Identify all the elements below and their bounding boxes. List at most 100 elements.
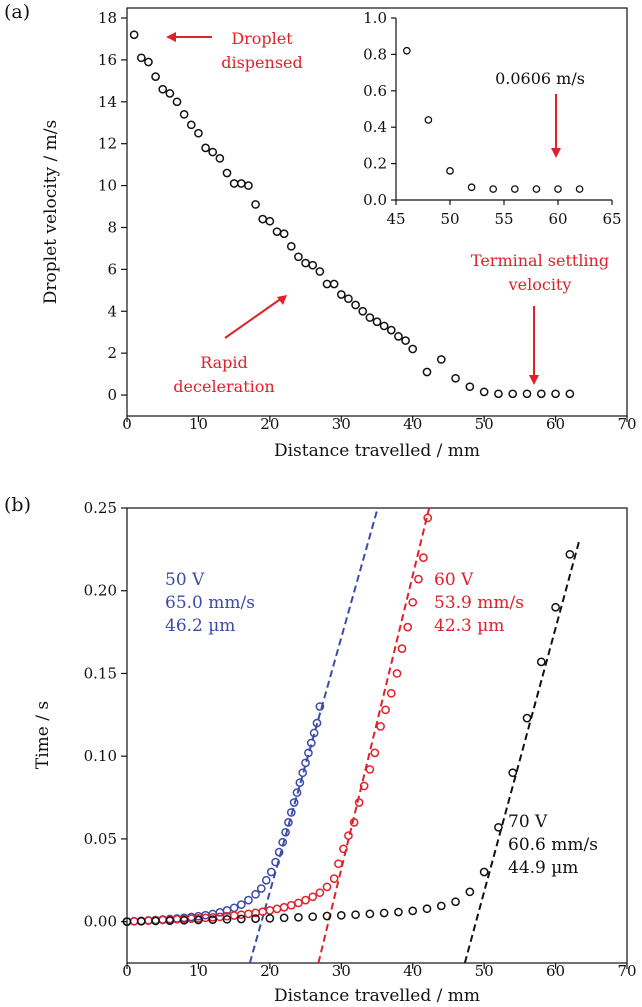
data-point: [272, 227, 282, 237]
data-point-series-2: [451, 897, 460, 907]
data-point-series-0: [261, 875, 271, 885]
panel-a-y-axis-label: Droplet velocity / m/s: [41, 120, 61, 304]
data-point-series-1: [286, 900, 296, 910]
data-point: [208, 147, 218, 157]
panel-b-label: (b): [4, 494, 31, 516]
data-point: [479, 387, 489, 397]
data-point-series-2: [479, 867, 489, 877]
data-point-series-2: [422, 904, 432, 914]
data-point-series-2: [408, 906, 418, 916]
data-point: [365, 313, 375, 322]
data-point: [229, 179, 239, 188]
inset-x-tick-label: 65: [602, 210, 621, 228]
data-point-series-2: [222, 914, 232, 924]
legend-50v: 50 V 65.0 mm/s 46.2 µm: [165, 570, 255, 636]
arrow-terminal-head: [529, 375, 539, 385]
data-point-series-1: [419, 553, 428, 562]
panel-b: (b) 0 10 20 30 40 50 60 70 0.00 0.05 0.10 0.15 0.20…: [4, 494, 637, 1006]
data-point-series-2: [165, 916, 175, 925]
data-point-series-1: [329, 874, 339, 883]
annotation-rapid-deceleration: Rapid deceleration: [173, 295, 287, 396]
data-point: [401, 336, 410, 345]
data-point: [315, 267, 325, 276]
data-point-series-1: [354, 798, 364, 807]
legend-70v-voltage: 70 V: [508, 812, 548, 832]
inset-y-tick-label: 0.2: [363, 155, 387, 173]
panel-b-x-ticks: 0 10 20 30 40 50 60 70: [122, 962, 636, 980]
data-point-series-0: [309, 728, 319, 738]
data-point-series-1: [279, 902, 289, 912]
x-tick-label: 60: [546, 415, 565, 433]
annotation-deceleration-line1: Rapid: [200, 353, 248, 372]
annotation-dispensed-line1: Droplet: [231, 29, 293, 48]
x-tick-label: 70: [617, 962, 636, 980]
data-point-series-1: [359, 781, 369, 791]
panel-b-fit-lines: [248, 507, 581, 964]
data-point: [436, 355, 446, 364]
data-point: [286, 241, 296, 251]
x-tick-label: 50: [475, 962, 494, 980]
inset-y-ticks: 0.0 0.2 0.4 0.6 0.8 1.0: [363, 9, 396, 209]
inset-x-tick-label: 60: [548, 210, 567, 228]
data-point-series-2: [151, 916, 160, 926]
data-point: [215, 153, 225, 163]
y-tick-label: 14: [98, 93, 117, 111]
data-point-series-2: [379, 908, 389, 918]
data-point: [158, 84, 168, 94]
data-point: [258, 214, 268, 224]
data-point-series-2: [208, 915, 218, 925]
panel-b-y-ticks: 0.00 0.05 0.10 0.15 0.20 0.25: [84, 499, 127, 931]
data-point: [465, 382, 475, 392]
inset-chart: 45 50 55 60 65 0.0 0.2 0.4 0.6 0.8 1.0 0.0606 m/s: [363, 9, 621, 228]
data-point: [179, 110, 189, 119]
panel-a-x-ticks: 0 10 20 30 40 50 60 70: [122, 415, 636, 433]
data-point: [379, 321, 389, 331]
data-point-series-0: [278, 837, 288, 847]
panel-a-points: [129, 30, 575, 399]
data-point-series-2: [351, 910, 360, 920]
inset-data-point: [510, 185, 519, 193]
inset-data-point: [467, 183, 476, 192]
data-point-series-1: [392, 669, 402, 678]
x-tick-label: 0: [122, 415, 132, 433]
data-point-series-1: [423, 513, 433, 523]
fit-line-series-1: [317, 507, 431, 964]
panel-b-x-axis-label: Distance travelled / mm: [274, 986, 480, 1006]
x-tick-label: 60: [546, 962, 565, 980]
data-point-series-1: [376, 722, 385, 731]
x-tick-label: 40: [403, 415, 422, 433]
data-point-series-0: [236, 900, 246, 909]
data-point-series-1: [381, 705, 390, 715]
data-point: [408, 344, 418, 354]
data-point: [322, 279, 332, 289]
y-tick-label: 0: [107, 386, 117, 404]
data-point: [508, 389, 518, 399]
inset-data-point: [554, 185, 562, 193]
data-point-series-0: [298, 768, 308, 778]
inset-data-point: [532, 185, 541, 193]
data-point-series-0: [251, 889, 260, 899]
data-point-series-1: [397, 644, 407, 653]
data-point: [394, 332, 403, 341]
data-point: [244, 181, 253, 190]
inset-data-point: [424, 116, 433, 124]
data-point-series-2: [551, 602, 560, 612]
data-point-series-2: [236, 914, 246, 924]
y-tick-label: 2: [107, 344, 117, 362]
data-point-series-2: [194, 915, 203, 925]
arrow-deceleration-head: [277, 295, 287, 305]
inset-background: [390, 18, 598, 200]
annotation-terminal-settling: Terminal settling velocity: [471, 251, 609, 385]
inset-data-point: [489, 185, 498, 193]
inset-x-ticks: 45 50 55 60 65: [386, 200, 622, 228]
legend-60v-velocity: 53.9 mm/s: [434, 593, 524, 613]
legend-60v-diameter: 42.3 µm: [434, 616, 504, 636]
data-point-series-2: [465, 887, 475, 897]
data-point-series-0: [229, 903, 239, 913]
data-point-series-2: [522, 713, 532, 723]
data-point-series-1: [408, 597, 418, 607]
y-tick-label: 18: [98, 9, 117, 27]
data-point: [251, 200, 260, 209]
x-tick-label: 50: [475, 415, 494, 433]
